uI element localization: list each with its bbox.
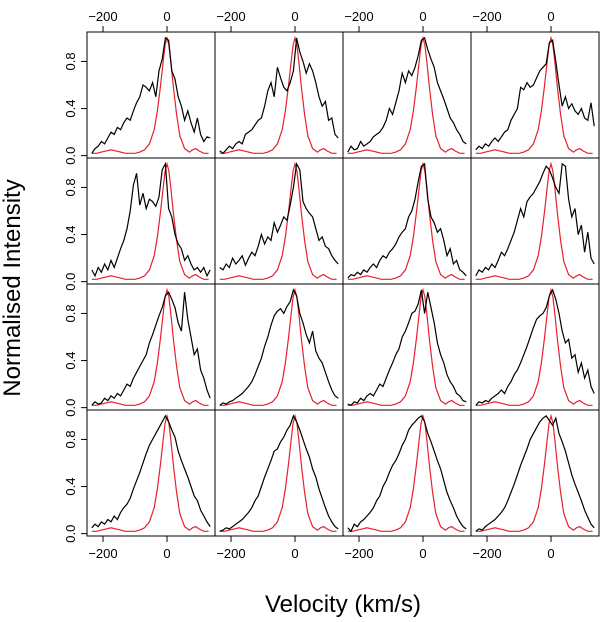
model-line [347, 413, 465, 532]
model-line [91, 35, 209, 154]
observed-line [347, 289, 467, 407]
observed-line [219, 162, 339, 271]
model-line [219, 413, 337, 532]
model-line [219, 35, 337, 154]
model-line [91, 161, 209, 280]
panel-r4c2 [214, 409, 344, 537]
panel-r1c2 [214, 31, 344, 159]
model-line [347, 35, 465, 154]
observed-line [91, 161, 211, 278]
panel-r1c4 [470, 31, 600, 159]
panel-r4c3 [342, 409, 472, 537]
x-tick-label: −200 [344, 546, 373, 561]
panel-r3c1 [86, 283, 216, 411]
y-axis-title: Normalised Intensity [0, 179, 26, 396]
observed-line [219, 414, 339, 532]
y-tick-label: 0.4 [63, 226, 78, 244]
y-tick-label: 0.0 [63, 525, 78, 543]
x-tick-label: −200 [472, 546, 501, 561]
y-tick-label: 0.4 [63, 100, 78, 118]
panel-r1c3 [342, 31, 472, 159]
panel-r1c1 [86, 31, 216, 159]
model-line [347, 287, 465, 406]
y-tick-label: 0.4 [63, 478, 78, 496]
x-tick-label: −200 [216, 9, 245, 24]
y-tick-label: 0.0 [63, 273, 78, 291]
x-tick-label: 0 [419, 9, 426, 24]
panel-r3c2 [214, 283, 344, 411]
x-tick-label: 0 [291, 9, 298, 24]
panel-r3c4 [470, 283, 600, 411]
observed-line [347, 415, 467, 533]
x-tick-label: −200 [88, 546, 117, 561]
observed-line [475, 39, 595, 151]
x-tick-label: −200 [344, 9, 373, 24]
y-tick-label: 0.8 [63, 304, 78, 322]
x-tick-label: 0 [419, 546, 426, 561]
x-axis-title: Velocity (km/s) [265, 591, 421, 618]
panel-r4c4 [470, 409, 600, 537]
observed-line [91, 36, 211, 154]
observed-line [347, 162, 467, 279]
model-line [475, 161, 593, 280]
x-tick-label: −200 [216, 546, 245, 561]
x-tick-label: −200 [88, 9, 117, 24]
observed-line [91, 414, 211, 529]
x-tick-label: 0 [163, 546, 170, 561]
model-line [475, 35, 593, 154]
y-tick-label: 0.4 [63, 352, 78, 370]
x-axis-top: −200 0 −200 0 −200 0 −200 0 [88, 9, 555, 32]
x-tick-label: −200 [472, 9, 501, 24]
model-line [475, 413, 593, 532]
panel-frame [470, 409, 600, 537]
y-axis-left: 0.0 0.4 0.8 0.0 0.4 0.8 0.0 0.4 0.8 0.0 0.4 0.8 [63, 52, 87, 543]
model-line [91, 287, 209, 406]
observed-line [475, 162, 595, 277]
x-tick-label: 0 [291, 546, 298, 561]
panel-r2c3 [342, 157, 472, 285]
observed-line [475, 288, 595, 406]
x-tick-label: 0 [163, 9, 170, 24]
panel-r4c1 [86, 409, 216, 537]
x-tick-label: 0 [547, 9, 554, 24]
panel-r2c4 [470, 157, 600, 285]
y-tick-label: 0.8 [63, 52, 78, 70]
model-line [475, 287, 593, 406]
y-tick-label: 0.0 [63, 399, 78, 417]
observed-line [91, 291, 211, 406]
model-line [91, 413, 209, 532]
panel-grid [86, 31, 600, 537]
y-tick-label: 0.8 [63, 430, 78, 448]
x-axis-bottom: −200 0 −200 0 −200 0 −200 0 [88, 536, 555, 561]
observed-line [347, 36, 467, 153]
x-tick-label: 0 [547, 546, 554, 561]
observed-line [219, 37, 339, 155]
panel-r2c1 [86, 157, 216, 285]
panel-r3c3 [342, 283, 472, 411]
y-tick-label: 0.8 [63, 178, 78, 196]
model-line [219, 287, 337, 406]
observed-line [475, 415, 595, 532]
model-line [347, 161, 465, 280]
y-tick-label: 0.0 [63, 147, 78, 165]
panel-r2c2 [214, 157, 344, 285]
observed-line [219, 288, 339, 406]
